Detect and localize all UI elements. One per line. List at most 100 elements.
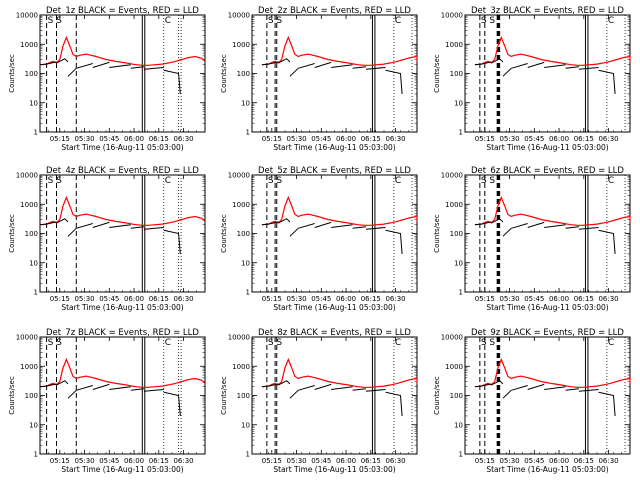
x-tick-label: 05:30 [499, 135, 519, 143]
events-series-segment [92, 61, 110, 68]
panel-4: Det_4z BLACK = Events, RED = LLD 1 10 100 10… [8, 166, 206, 312]
x-tick-label: 06:30 [385, 295, 405, 303]
events-series-segment [331, 386, 353, 390]
y-tick-label: 10000 [16, 12, 38, 20]
events-series-segment [76, 223, 93, 229]
c-marker-label: C [165, 16, 171, 26]
x-tick-label: 06:30 [598, 295, 618, 303]
c-marker-label: C [608, 338, 614, 348]
events-series-segment [527, 221, 545, 228]
x-tick-label: 05:15 [262, 295, 282, 303]
events-series-segment [298, 223, 315, 229]
y-tick-label: 10000 [16, 172, 38, 180]
events-series-segment [289, 227, 299, 237]
x-tick-label: 05:15 [262, 457, 282, 465]
events-series-segment [511, 223, 528, 229]
events-series-segment [56, 58, 69, 64]
s-marker-label: S S [268, 338, 283, 348]
x-axis-label: Start Time (16-Aug-11 05:03:00) [273, 143, 395, 152]
panel-title: Det_7z BLACK = Events, RED = LLD [46, 328, 199, 338]
x-tick-label: 06:30 [598, 457, 618, 465]
events-series-segment [92, 383, 110, 390]
x-tick-label: 06:15 [361, 295, 381, 303]
x-tick-label: 06:15 [361, 457, 381, 465]
x-tick-label: 06:30 [173, 135, 193, 143]
x-axis-label: Start Time (16-Aug-11 05:03:00) [273, 303, 395, 312]
x-tick-label: 06:15 [361, 135, 381, 143]
lld-series-line [39, 357, 206, 388]
x-tick-label: 05:30 [286, 135, 306, 143]
events-series-segment [143, 389, 164, 392]
x-tick-label: 05:30 [74, 295, 94, 303]
events-series-segment [565, 66, 579, 69]
y-tick-label: 100 [450, 230, 463, 238]
events-series-segment [163, 69, 181, 94]
panel-1: Det_1z BLACK = Events, RED = LLD 1 10 100 10… [8, 6, 206, 152]
events-series-segment [491, 218, 504, 224]
plot-frame [39, 336, 206, 455]
x-tick-label: 05:30 [286, 457, 306, 465]
s-marker-label: S S [48, 176, 63, 186]
events-series-segment [46, 221, 57, 225]
events-series-segment [109, 224, 131, 228]
c-marker-label: C [395, 16, 401, 26]
x-tick-label: 06:15 [149, 295, 169, 303]
x-tick-label: 06:30 [173, 457, 193, 465]
x-tick-label: 06:00 [336, 457, 356, 465]
events-series-segment [67, 67, 77, 77]
y-tick-label: 10 [29, 421, 38, 429]
y-tick-label: 10 [241, 99, 250, 107]
x-tick-label: 05:30 [74, 457, 94, 465]
events-series-segment [314, 221, 332, 228]
events-series-segment [67, 389, 77, 399]
events-series-segment [578, 227, 599, 230]
panel-title: Det_4z BLACK = Events, RED = LLD [46, 166, 199, 176]
events-series-segment [56, 218, 69, 224]
x-axis-label: Start Time (16-Aug-11 05:03:00) [486, 303, 608, 312]
events-series-segment [39, 63, 47, 66]
y-axis-label: Counts/sec [433, 54, 441, 93]
c-marker-label: C [395, 176, 401, 186]
events-series-segment [109, 64, 131, 68]
x-tick-label: 05:45 [524, 135, 544, 143]
events-series-segment [261, 385, 269, 388]
y-tick-label: 1 [246, 129, 250, 137]
y-tick-label: 100 [450, 70, 463, 78]
events-series-segment [385, 391, 403, 416]
y-tick-label: 1000 [445, 201, 463, 209]
events-series-segment [289, 389, 299, 399]
events-series-segment [365, 67, 386, 70]
c-marker-label: C [608, 16, 614, 26]
y-tick-label: 10000 [228, 334, 250, 342]
panel-5: Det_5z BLACK = Events, RED = LLD 1 10 100 10… [220, 166, 418, 312]
y-tick-label: 1000 [232, 41, 250, 49]
events-series-segment [474, 63, 482, 66]
plot-frame [464, 14, 631, 133]
events-series-segment [331, 64, 353, 68]
events-series-segment [565, 226, 579, 229]
x-tick-label: 06:00 [124, 135, 144, 143]
events-series-segment [39, 385, 47, 388]
y-axis-label: Counts/sec [8, 214, 16, 253]
x-tick-label: 05:45 [99, 295, 119, 303]
events-series-segment [109, 386, 131, 390]
y-tick-label: 10000 [228, 172, 250, 180]
events-series-segment [578, 389, 599, 392]
events-series-segment [502, 389, 512, 399]
events-series-segment [502, 227, 512, 237]
x-tick-label: 06:00 [124, 457, 144, 465]
y-tick-label: 100 [25, 392, 38, 400]
y-tick-label: 10000 [228, 12, 250, 20]
s-marker-label: S S [48, 16, 63, 26]
y-tick-label: 10000 [441, 172, 463, 180]
x-tick-label: 06:30 [385, 135, 405, 143]
x-axis-label: Start Time (16-Aug-11 05:03:00) [61, 143, 183, 152]
events-series-segment [481, 61, 492, 65]
events-series-segment [289, 67, 299, 77]
x-tick-label: 05:45 [311, 295, 331, 303]
y-tick-label: 100 [25, 70, 38, 78]
events-series-segment [511, 385, 528, 391]
events-series-segment [46, 383, 57, 387]
panel-8: Det_8z BLACK = Events, RED = LLD 1 10 100 10… [220, 328, 418, 474]
plot-frame [39, 174, 206, 293]
